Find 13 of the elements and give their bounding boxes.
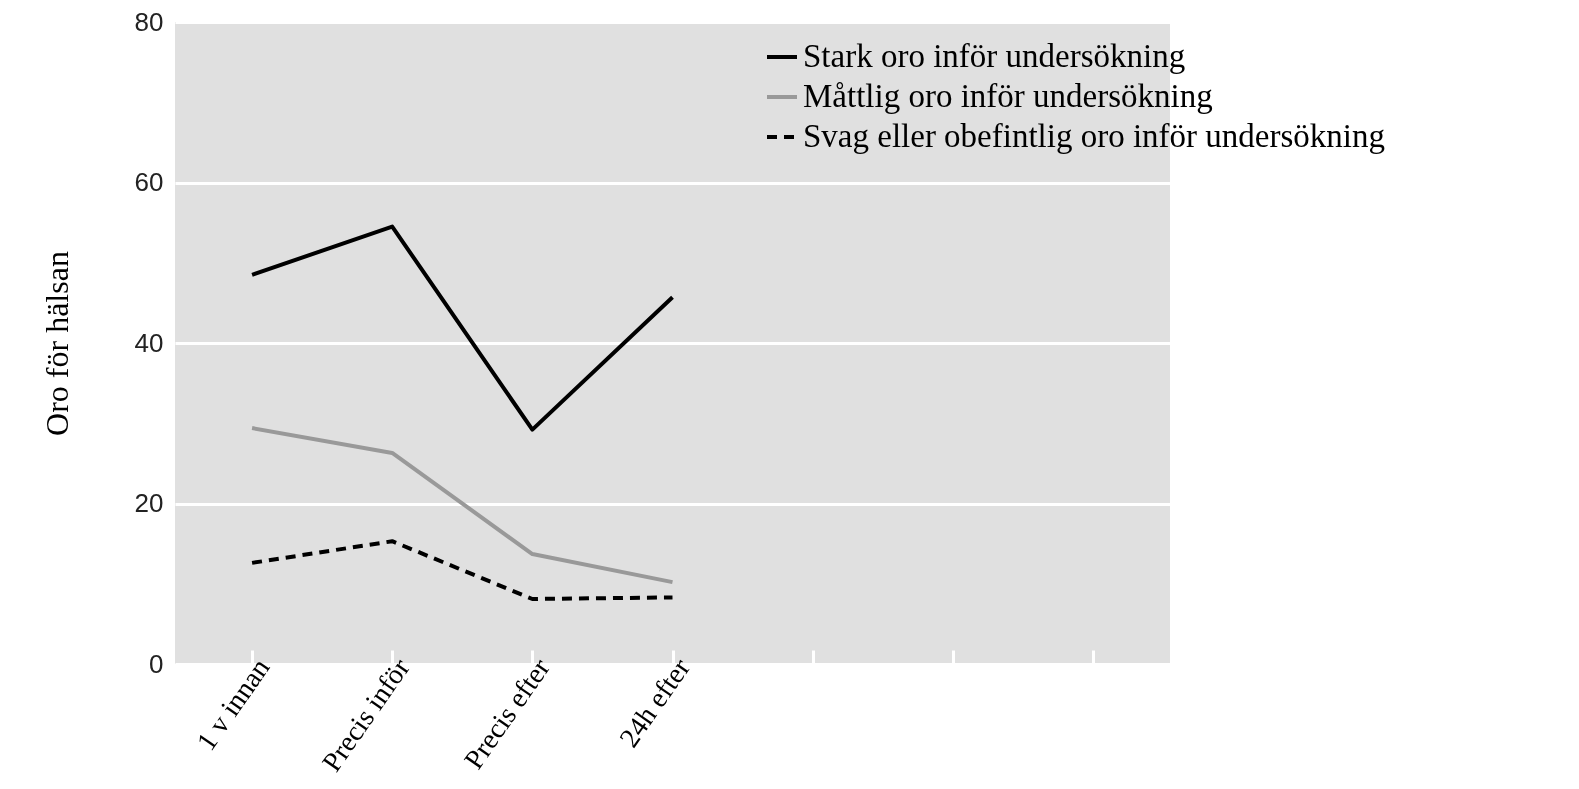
legend-label: Stark oro inför undersökning: [803, 38, 1186, 74]
y-tick-label: 20: [134, 488, 164, 518]
y-tick-label: 0: [149, 648, 164, 679]
y-tick-label: 60: [134, 167, 164, 197]
legend-label: Svag eller obefintlig oro inför undersökning: [803, 118, 1385, 154]
y-tick-label: 80: [134, 6, 164, 37]
y-axis-title: Oro för hälsan: [38, 251, 75, 436]
line-series: [250, 426, 675, 585]
legend-label: Måttlig oro inför undersökning: [803, 78, 1213, 114]
line-series: [250, 224, 675, 432]
y-tick-label: 40: [134, 327, 164, 358]
line-series: [250, 539, 675, 601]
x-tick-label: 24h efter: [613, 652, 697, 753]
